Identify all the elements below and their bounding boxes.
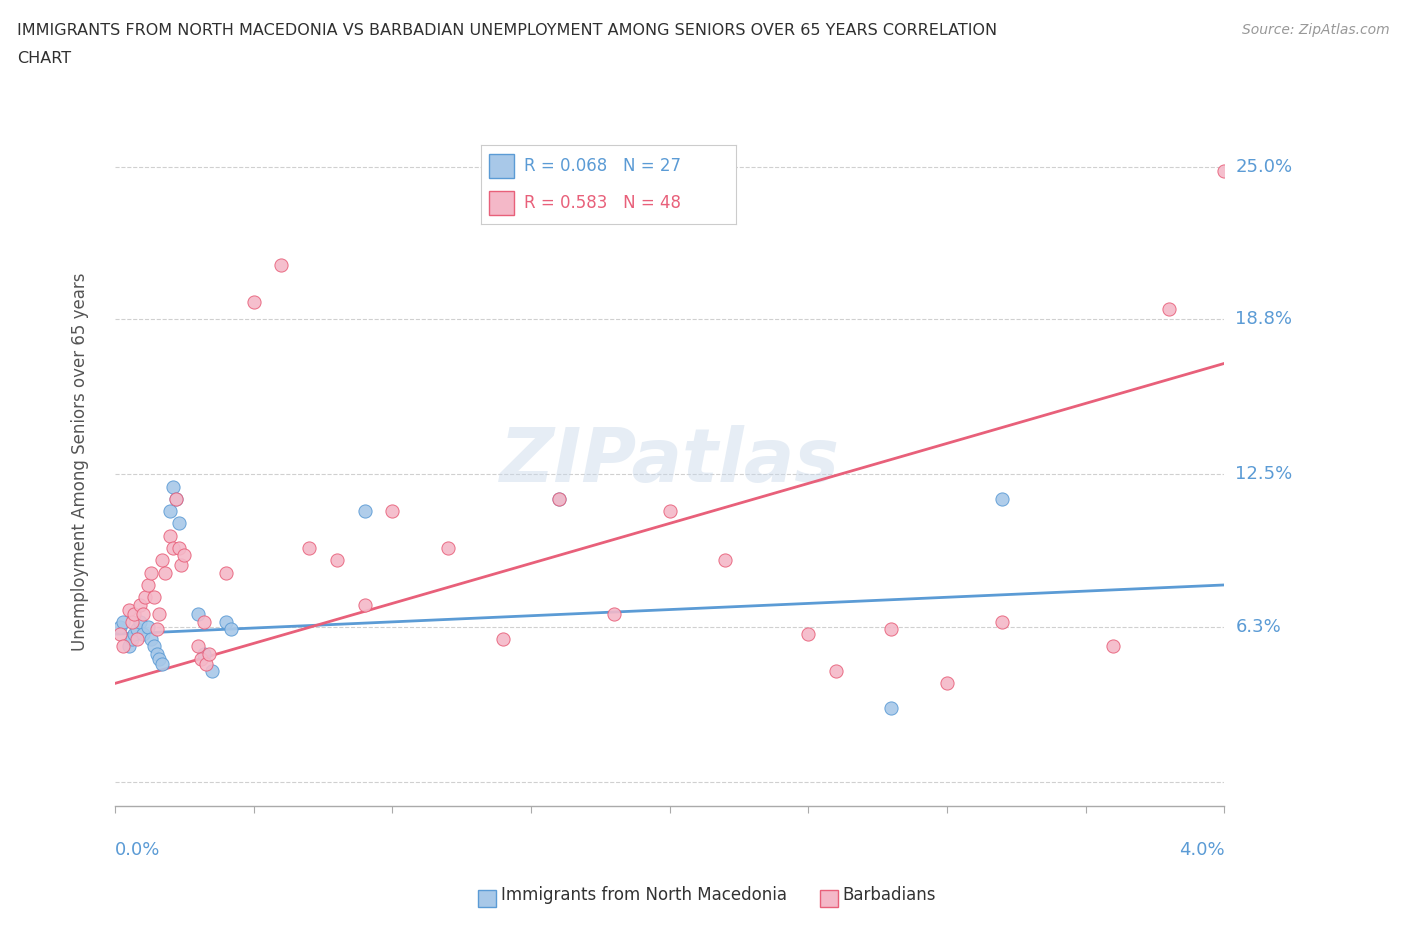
Point (139, 565, 162, 580)
Point (242, 295, 264, 310)
Point (162, 479, 184, 494)
Text: 25.0%: 25.0% (1236, 157, 1292, 176)
Point (547, 491, 569, 506)
Point (353, 504, 375, 519)
Point (880, 622, 903, 637)
Point (221, 622, 243, 637)
Point (150, 553, 173, 568)
Point (136, 578, 159, 592)
Point (436, 540, 458, 555)
Point (118, 602, 141, 617)
Point (136, 619, 159, 634)
Point (173, 548, 195, 563)
Point (121, 615, 143, 630)
Point (603, 607, 626, 622)
Point (148, 607, 170, 622)
Point (153, 565, 176, 580)
Point (167, 540, 190, 555)
Point (353, 597, 375, 612)
Point (142, 590, 165, 604)
Point (198, 646, 221, 661)
Point (159, 528, 181, 543)
Point (124, 627, 146, 642)
Point (165, 491, 187, 506)
Text: CHART: CHART (17, 51, 70, 66)
Text: Barbadians: Barbadians (842, 885, 936, 904)
Point (492, 631, 515, 646)
Point (991, 615, 1014, 630)
Point (134, 590, 156, 604)
Text: 4.0%: 4.0% (1178, 842, 1225, 859)
Point (991, 491, 1014, 506)
Point (128, 597, 150, 612)
Point (658, 504, 681, 519)
Point (148, 651, 170, 666)
Text: 12.5%: 12.5% (1236, 465, 1292, 484)
Point (145, 646, 167, 661)
Point (270, 258, 292, 272)
Point (112, 615, 135, 630)
Point (381, 504, 404, 519)
Point (195, 657, 218, 671)
Point (187, 607, 209, 622)
Y-axis label: Unemployment Among Seniors over 65 years: Unemployment Among Seniors over 65 years (72, 272, 89, 651)
Point (150, 657, 173, 671)
Text: Source: ZipAtlas.com: Source: ZipAtlas.com (1241, 23, 1389, 37)
Point (935, 676, 957, 691)
Point (825, 664, 848, 679)
Point (215, 615, 238, 630)
Point (193, 646, 215, 661)
Point (201, 664, 224, 679)
Point (1102, 639, 1125, 654)
Point (797, 627, 820, 642)
Point (170, 558, 193, 573)
Point (165, 491, 187, 506)
Point (118, 639, 141, 654)
Point (128, 615, 150, 630)
Point (162, 540, 184, 555)
Point (1157, 302, 1180, 317)
Point (298, 540, 321, 555)
Point (326, 553, 349, 568)
Point (124, 607, 146, 622)
Point (112, 639, 135, 654)
Point (127, 631, 149, 646)
Point (167, 516, 190, 531)
Text: 6.3%: 6.3% (1236, 618, 1281, 636)
Point (193, 615, 215, 630)
Point (1213, 164, 1236, 179)
Point (714, 553, 737, 568)
Point (139, 631, 162, 646)
Text: 18.8%: 18.8% (1236, 310, 1292, 328)
Point (110, 619, 132, 634)
Point (880, 700, 903, 715)
Point (127, 622, 149, 637)
Point (121, 631, 143, 646)
Point (142, 639, 165, 654)
Text: ZIPatlas: ZIPatlas (499, 425, 839, 498)
Text: 0.0%: 0.0% (115, 842, 160, 859)
Point (145, 622, 167, 637)
Point (131, 607, 153, 622)
Point (187, 639, 209, 654)
Point (190, 651, 212, 666)
Point (110, 627, 132, 642)
Text: IMMIGRANTS FROM NORTH MACEDONIA VS BARBADIAN UNEMPLOYMENT AMONG SENIORS OVER 65 : IMMIGRANTS FROM NORTH MACEDONIA VS BARBA… (17, 23, 997, 38)
Point (215, 565, 238, 580)
Point (159, 504, 181, 519)
Text: Immigrants from North Macedonia: Immigrants from North Macedonia (501, 885, 786, 904)
Point (547, 491, 569, 506)
Point (131, 627, 153, 642)
